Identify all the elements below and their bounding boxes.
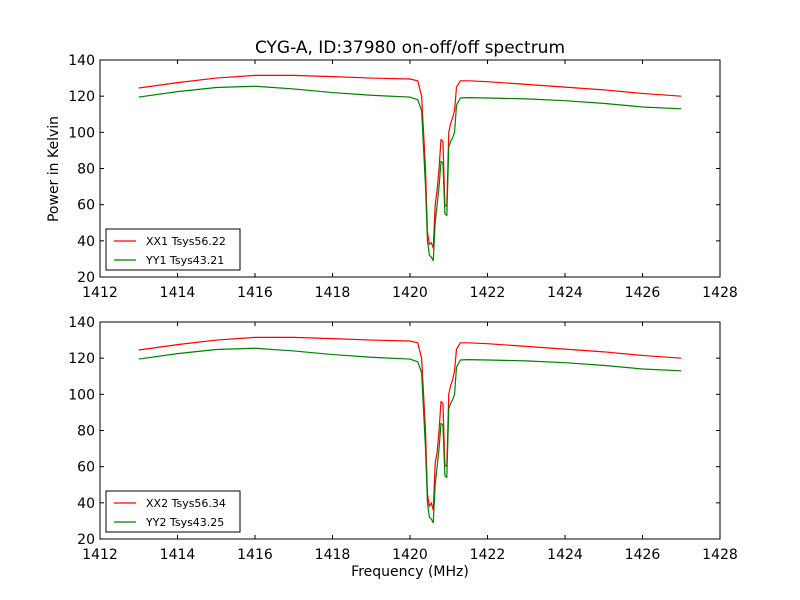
series-line-1 [138, 74, 682, 249]
y-tick-label: 80 [77, 162, 95, 178]
x-tick-label: 1426 [625, 547, 661, 563]
x-tick-label: 1414 [160, 285, 196, 301]
legend-label: XX1 Tsys56.22 [146, 235, 226, 248]
series-line-2 [138, 85, 682, 262]
y-tick-label: 60 [77, 198, 95, 214]
x-tick-label: 1418 [315, 547, 351, 563]
y-tick-label: 20 [77, 270, 95, 286]
x-tick-label: 1428 [702, 547, 738, 563]
x-tick-label: 1420 [392, 285, 428, 301]
y-tick-label: 40 [77, 234, 95, 250]
y-tick-label: 40 [77, 496, 95, 512]
legend-label: XX2 Tsys56.34 [146, 497, 226, 510]
x-tick-label: 1426 [625, 285, 661, 301]
series-line-2 [138, 347, 682, 524]
x-tick-label: 1422 [470, 547, 506, 563]
x-tick-label: 1424 [547, 285, 583, 301]
legend-box [105, 228, 241, 271]
y-tick-label: 140 [68, 315, 95, 331]
y-tick-label: 20 [77, 532, 95, 548]
legend: XX2 Tsys56.34 YY2 Tsys43.25 [105, 490, 241, 533]
x-axis-label: Frequency (MHz) [351, 564, 469, 580]
x-tick-label: 1412 [82, 285, 118, 301]
y-tick-label: 100 [68, 125, 95, 141]
y-axis-label: Power in Kelvin [46, 116, 62, 222]
x-tick-label: 1420 [392, 547, 428, 563]
top-panel: 1412 1414 1416 1418 1420 1422 1424 1426 1428 20 40… [68, 53, 738, 301]
x-tick-label: 1422 [470, 285, 506, 301]
legend-label: YY2 Tsys43.25 [145, 516, 224, 529]
y-tick-label: 120 [68, 89, 95, 105]
x-tick-label: 1414 [160, 547, 196, 563]
bottom-panel: 1412 1414 1416 1418 1420 1422 1424 1426 1428 20 40… [68, 315, 738, 563]
legend: XX1 Tsys56.22 YY1 Tsys43.21 [105, 228, 241, 271]
legend-label: YY1 Tsys43.21 [145, 254, 224, 267]
y-tick-label: 120 [68, 351, 95, 367]
x-tick-label: 1416 [237, 285, 273, 301]
x-tick-label: 1416 [237, 547, 273, 563]
x-tick-label: 1412 [82, 547, 118, 563]
x-tick-label: 1424 [547, 547, 583, 563]
x-tick-label: 1418 [315, 285, 351, 301]
y-tick-label: 100 [68, 387, 95, 403]
chart-title: CYG-A, ID:37980 on-off/off spectrum [255, 38, 565, 58]
x-tick-label: 1428 [702, 285, 738, 301]
y-tick-label: 60 [77, 460, 95, 476]
y-tick-label: 80 [77, 424, 95, 440]
series-line-1 [138, 336, 682, 511]
y-tick-label: 140 [68, 53, 95, 69]
legend-box [105, 490, 241, 533]
